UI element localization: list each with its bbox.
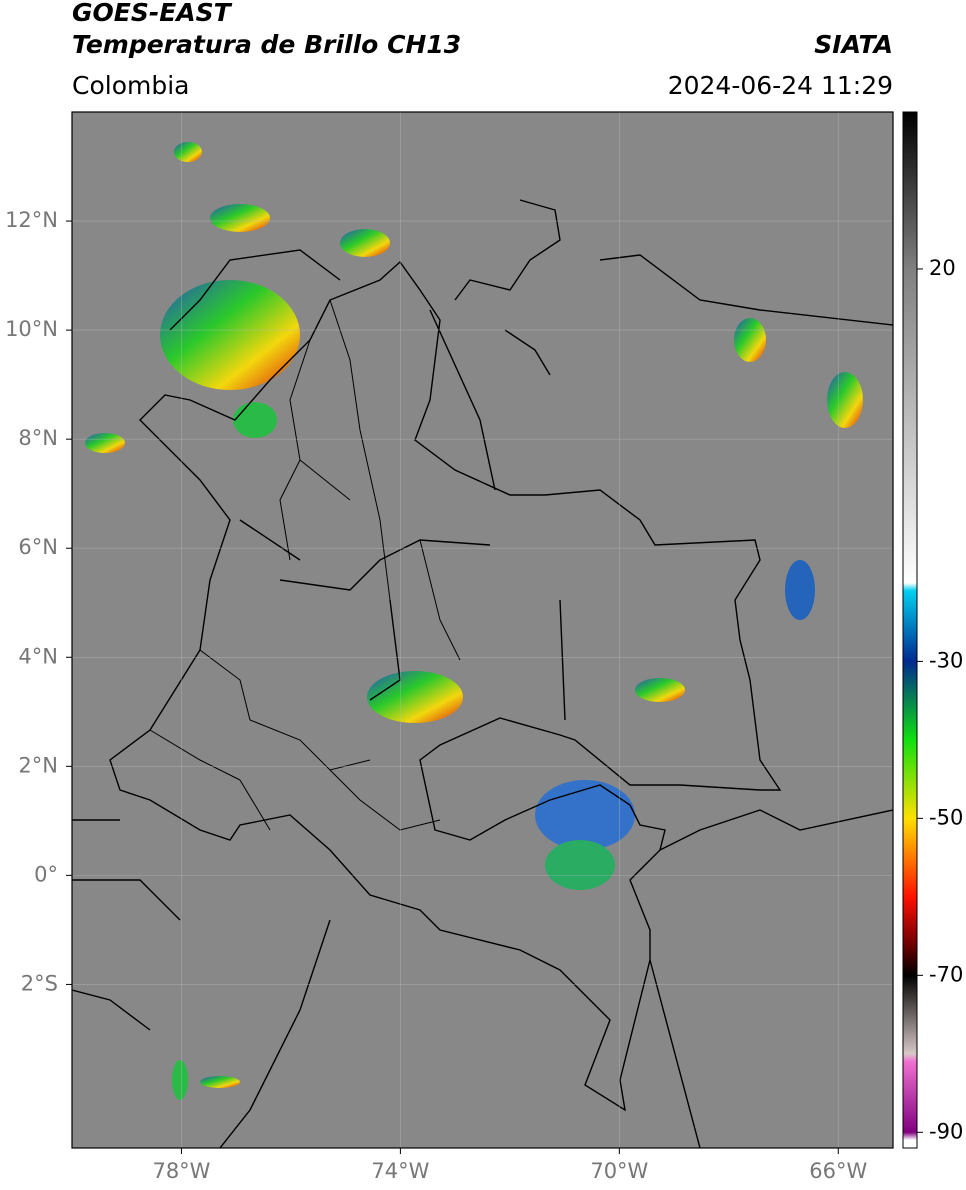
cloud-field xyxy=(72,112,893,1148)
x-tick-label: 66°W xyxy=(809,1159,867,1183)
colorbar-tick-label: -50 xyxy=(929,805,963,829)
source: SIATA xyxy=(814,30,893,59)
satellite-image xyxy=(72,112,893,1148)
title: GOES-EAST xyxy=(72,0,233,27)
y-tick-label: 2°S xyxy=(21,971,58,995)
y-tick-label: 12°N xyxy=(5,208,58,232)
x-tick-label: 78°W xyxy=(152,1159,210,1183)
y-tick-label: 2°N xyxy=(18,753,58,777)
subtitle: Temperatura de Brillo CH13 xyxy=(72,30,461,59)
graticule xyxy=(72,112,893,1148)
y-tick-label: 8°N xyxy=(18,426,58,450)
y-tick-label: 0° xyxy=(34,862,58,886)
colorbar: 20 -30 -50 -70 -90 xyxy=(902,111,963,1149)
y-tick-label: 6°N xyxy=(18,535,58,559)
colorbar-tick-label: -70 xyxy=(929,962,963,986)
datetime: 2024-06-24 11:29 xyxy=(668,71,893,100)
map-frame xyxy=(71,111,894,1149)
y-tick-label: 4°N xyxy=(18,644,58,668)
borders xyxy=(72,199,893,1148)
colorbar-tick-label: -30 xyxy=(929,648,963,672)
x-tick-label: 70°W xyxy=(590,1159,648,1183)
y-tick-label: 10°N xyxy=(5,317,58,341)
colorbar-tick-label: -90 xyxy=(929,1119,963,1143)
convective-cells xyxy=(85,142,863,1100)
region: Colombia xyxy=(72,71,189,100)
colorbar-fill xyxy=(902,111,918,1149)
colorbar-tick-label: 20 xyxy=(929,256,956,280)
x-tick-label: 74°W xyxy=(371,1159,429,1183)
